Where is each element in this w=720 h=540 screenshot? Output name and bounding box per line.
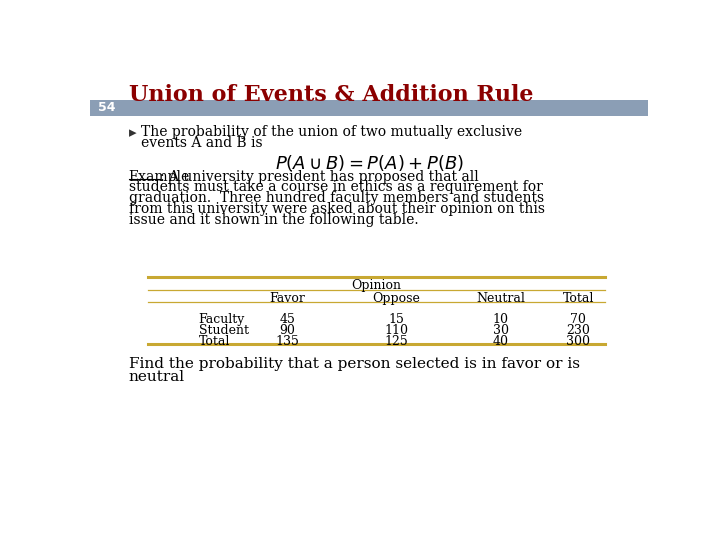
Text: graduation.  Three hundred faculty members and students: graduation. Three hundred faculty member…: [129, 191, 544, 205]
Text: from this university were asked about their opinion on this: from this university were asked about th…: [129, 202, 545, 216]
Text: The probability of the union of two mutually exclusive: The probability of the union of two mutu…: [141, 125, 522, 139]
Text: 54: 54: [98, 102, 115, 114]
Text: Union of Events & Addition Rule: Union of Events & Addition Rule: [129, 84, 534, 106]
Text: Student: Student: [199, 323, 248, 336]
Text: events A and B is: events A and B is: [141, 136, 263, 150]
Text: Oppose: Oppose: [372, 292, 420, 305]
Text: 70: 70: [570, 313, 586, 326]
Text: 15: 15: [388, 313, 404, 326]
Text: students must take a course in ethics as a requirement for: students must take a course in ethics as…: [129, 180, 543, 194]
Text: issue and it shown in the following table.: issue and it shown in the following tabl…: [129, 213, 418, 227]
Text: 10: 10: [492, 313, 509, 326]
Text: 110: 110: [384, 323, 408, 336]
Text: neutral: neutral: [129, 370, 185, 384]
Text: 45: 45: [279, 313, 296, 326]
Text: 90: 90: [279, 323, 296, 336]
Text: Favor: Favor: [270, 292, 305, 305]
Text: 230: 230: [567, 323, 590, 336]
Text: Faculty: Faculty: [199, 313, 245, 326]
Text: 135: 135: [276, 335, 300, 348]
Text: ▸: ▸: [129, 125, 136, 140]
Text: 125: 125: [384, 335, 408, 348]
Text: Example: Example: [129, 170, 190, 184]
Text: 40: 40: [492, 335, 509, 348]
Text: : A university president has proposed that all: : A university president has proposed th…: [161, 170, 480, 184]
Bar: [90, 100, 648, 116]
Text: Opinion: Opinion: [352, 279, 402, 292]
Text: Neutral: Neutral: [477, 292, 525, 305]
Text: $P(A \cup B) = P(A) + P(B)$: $P(A \cup B) = P(A) + P(B)$: [274, 153, 464, 173]
Text: 30: 30: [492, 323, 509, 336]
Text: Find the probability that a person selected is in favor or is: Find the probability that a person selec…: [129, 357, 580, 372]
Text: 300: 300: [566, 335, 590, 348]
Text: Total: Total: [199, 335, 230, 348]
Text: Total: Total: [562, 292, 594, 305]
